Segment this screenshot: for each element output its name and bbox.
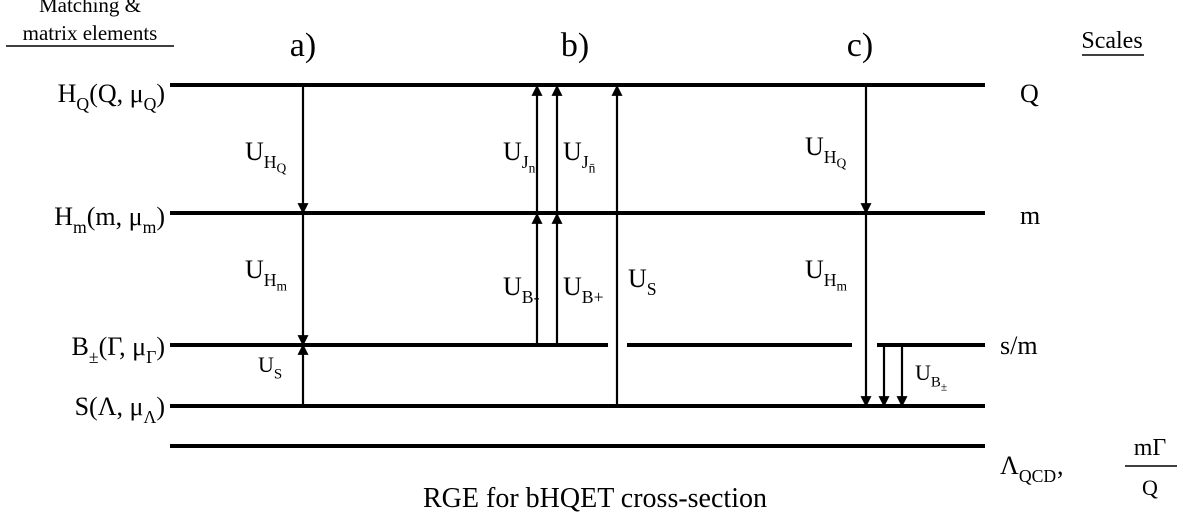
text-part: QCD [1019,466,1057,486]
text-part: U [563,272,582,301]
level-label: Hm(m, μm) [54,202,165,237]
text-part: (Q, μ [89,79,143,108]
text-part: H [824,270,837,290]
text-part: B [72,332,89,361]
text-part: U [628,264,647,293]
text-part: n̄ [589,160,596,175]
text-part: ) [156,79,165,108]
scale-label: s/m [1000,331,1038,360]
level-label: HQ(Q, μQ) [58,79,165,114]
text-part: ) [156,332,165,361]
caption: RGE for bHQET cross-section [423,483,767,514]
text-part: m [837,278,848,293]
evolution-label: UJn̄ [563,137,596,175]
text-part: H [824,147,837,167]
text-part: B- [522,287,540,307]
text-part: ) [156,202,165,231]
text-part: H [54,202,73,231]
evolution-label: UHm [245,255,288,293]
scale-label: m [1020,201,1040,230]
text-part: U [258,352,274,377]
text-part: H [264,270,277,290]
text-part: Q [277,160,287,175]
separator: , [1057,451,1064,480]
text-part: S(Λ, μ [75,392,144,421]
level-label: S(Λ, μΛ) [75,392,165,427]
column-label: b) [561,27,589,64]
text-part: J [522,152,529,172]
evolution-label: UHQ [245,137,287,175]
text-part: U [805,132,824,161]
text-part: U [503,272,522,301]
text-part: (m, μ [87,202,143,231]
text-part: B [931,375,941,391]
text-part: m [277,278,288,293]
text-part: ± [89,347,99,367]
text-part: n [529,160,536,175]
text-part: Λ [144,407,157,427]
fraction-denominator: Q [1142,475,1158,500]
right-title: Scales [1081,28,1142,54]
text-part: Q [76,94,89,114]
left-title: matrix elements [23,21,158,45]
evolution-label: UHm [805,255,848,293]
text-part: m [73,217,87,237]
text-part: Q [144,94,157,114]
text-part: S [647,279,657,299]
text-part: (Γ, μ [99,332,147,361]
scale-label: ΛQCD [1000,451,1056,486]
text-part: B+ [582,287,604,307]
text-part: H [264,152,277,172]
fraction-numerator: mΓ [1134,435,1167,461]
scale-label: Q [1020,79,1039,108]
column-label: c) [847,27,873,64]
text-part: Γ [146,347,156,367]
evolution-label: UB- [503,272,540,307]
text-part: U [805,255,824,284]
text-part: H [58,79,77,108]
evolution-label: UJn [503,137,536,175]
text-part: U [245,255,264,284]
text-part: Q [837,155,847,170]
text-part: m [143,217,157,237]
evolution-label: UHQ [805,132,847,170]
text-part: U [245,137,264,166]
evolution-label: US [258,352,282,383]
left-title: Matching & [39,0,141,17]
arrows [297,84,908,408]
text-part: S [274,367,282,383]
text-part: J [582,152,589,172]
column-label: a) [290,27,316,64]
text-part: ) [156,392,165,421]
text-part: U [563,137,582,166]
evolution-label: UB± [915,360,947,394]
text-part: U [503,137,522,166]
evolution-label: US [628,264,657,299]
evolution-label: UB+ [563,272,604,307]
text-part: Λ [1000,451,1019,480]
text-part: ± [941,382,947,394]
level-label: B±(Γ, μΓ) [72,332,165,367]
text-part: U [915,360,931,385]
